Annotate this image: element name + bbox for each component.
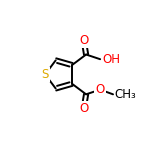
Text: O: O: [79, 102, 88, 115]
Text: O: O: [79, 34, 88, 47]
Text: CH₃: CH₃: [115, 88, 136, 101]
Text: OH: OH: [102, 53, 121, 66]
Text: S: S: [41, 68, 49, 81]
Text: O: O: [95, 83, 105, 96]
